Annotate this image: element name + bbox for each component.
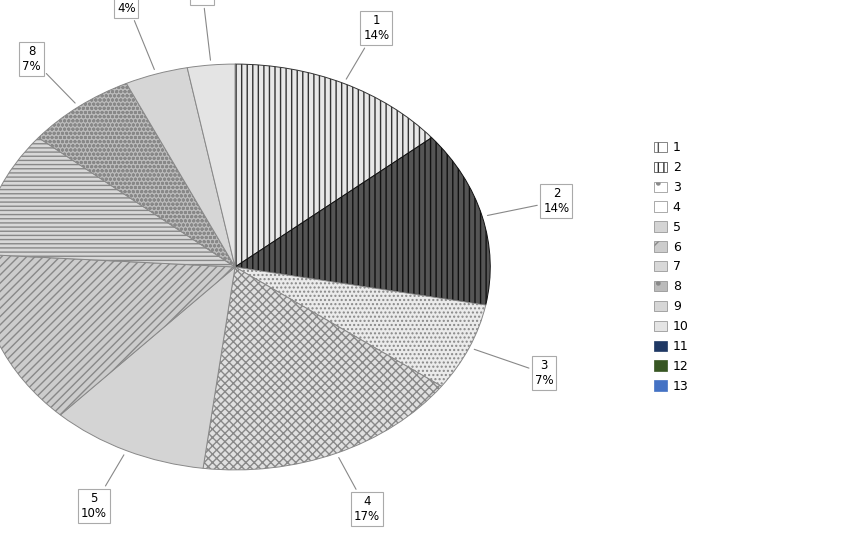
Wedge shape (60, 267, 235, 468)
Wedge shape (127, 68, 235, 267)
Text: 6
14%: 6 14% (0, 533, 1, 534)
Text: 10
3%: 10 3% (193, 0, 211, 60)
Text: 4
17%: 4 17% (338, 458, 380, 523)
Text: 9
4%: 9 4% (117, 0, 154, 69)
Wedge shape (235, 138, 490, 305)
Wedge shape (187, 64, 235, 267)
Wedge shape (39, 83, 235, 267)
Wedge shape (235, 64, 431, 267)
Wedge shape (0, 138, 235, 267)
Text: 5
10%: 5 10% (81, 455, 124, 520)
Text: 3
7%: 3 7% (474, 349, 554, 387)
Wedge shape (235, 267, 486, 386)
Legend: 1, 2, 3, 4, 5, 6, 7, 8, 9, 10, 11, 12, 13: 1, 2, 3, 4, 5, 6, 7, 8, 9, 10, 11, 12, 1… (650, 137, 692, 397)
Wedge shape (0, 254, 235, 415)
Text: 1
14%: 1 14% (346, 14, 389, 79)
Wedge shape (203, 267, 442, 470)
Text: 8
7%: 8 7% (22, 44, 75, 103)
Text: 2
14%: 2 14% (487, 187, 569, 216)
Text: 7
10%: 7 10% (0, 533, 1, 534)
